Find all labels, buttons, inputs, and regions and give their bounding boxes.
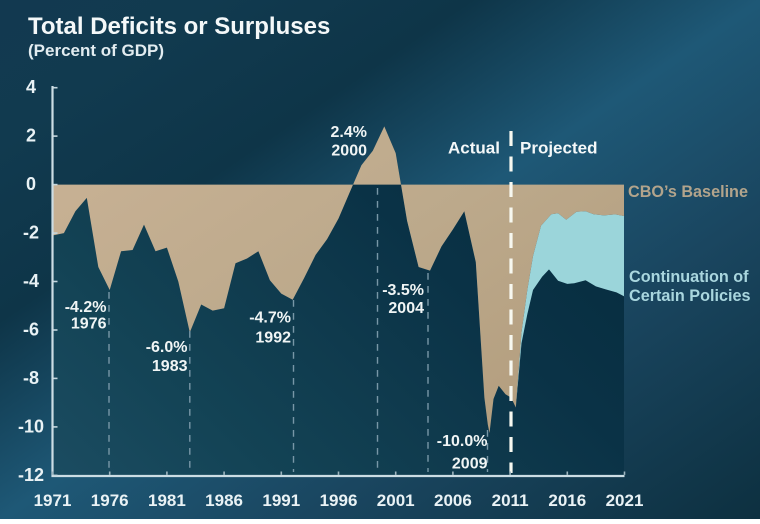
svg-text:-6: -6 — [23, 319, 39, 339]
svg-text:CBO’s Baseline: CBO’s Baseline — [628, 183, 748, 201]
svg-text:2001: 2001 — [377, 491, 415, 510]
svg-text:-12: -12 — [18, 465, 44, 485]
svg-text:2: 2 — [26, 126, 36, 146]
svg-text:-4.7%: -4.7% — [249, 310, 291, 327]
svg-text:2000: 2000 — [331, 143, 367, 160]
svg-text:2004: 2004 — [388, 300, 424, 317]
svg-text:2009: 2009 — [452, 456, 488, 473]
svg-text:1996: 1996 — [320, 491, 358, 510]
svg-text:Continuation of: Continuation of — [629, 268, 749, 286]
svg-text:Total Deficits or Surpluses: Total Deficits or Surpluses — [28, 13, 330, 40]
svg-text:1971: 1971 — [34, 491, 72, 510]
svg-text:-10: -10 — [18, 416, 44, 436]
svg-text:Actual: Actual — [448, 139, 500, 158]
svg-text:-4: -4 — [23, 271, 39, 291]
svg-text:Certain Policies: Certain Policies — [629, 287, 750, 305]
svg-text:2021: 2021 — [606, 491, 644, 510]
svg-text:1981: 1981 — [148, 491, 186, 510]
svg-text:1976: 1976 — [91, 491, 129, 510]
svg-text:-10.0%: -10.0% — [437, 433, 488, 450]
svg-text:1992: 1992 — [255, 330, 291, 347]
svg-text:-6.0%: -6.0% — [146, 339, 188, 356]
svg-text:4: 4 — [26, 77, 36, 97]
svg-text:1986: 1986 — [205, 491, 243, 510]
svg-text:2006: 2006 — [434, 491, 472, 510]
svg-text:2016: 2016 — [548, 491, 586, 510]
svg-text:1976: 1976 — [71, 316, 107, 333]
svg-text:(Percent of GDP): (Percent of GDP) — [28, 41, 164, 60]
svg-text:0: 0 — [26, 174, 36, 194]
svg-text:-2: -2 — [23, 223, 39, 243]
svg-text:2011: 2011 — [492, 491, 529, 510]
svg-text:2.4%: 2.4% — [331, 124, 367, 141]
svg-text:-8: -8 — [23, 368, 39, 388]
svg-text:-3.5%: -3.5% — [382, 282, 424, 299]
svg-text:1983: 1983 — [152, 358, 188, 375]
svg-text:Projected: Projected — [520, 139, 597, 158]
svg-text:-4.2%: -4.2% — [65, 299, 107, 316]
svg-text:1991: 1991 — [262, 491, 300, 510]
